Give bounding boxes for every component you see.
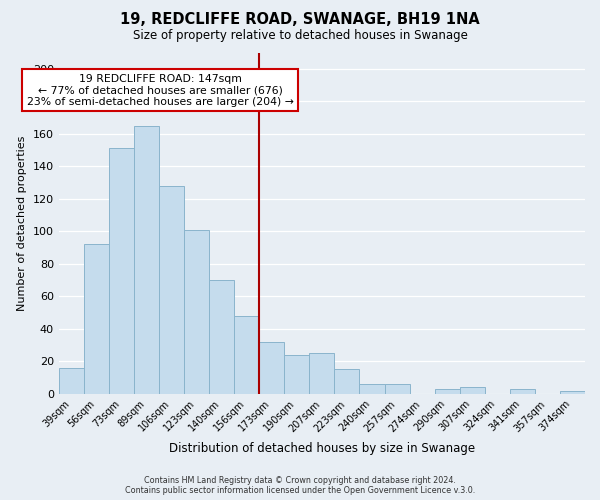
Bar [84, 244, 109, 394]
Bar [510, 389, 535, 394]
X-axis label: Distribution of detached houses by size in Swanage: Distribution of detached houses by size … [169, 442, 475, 455]
Bar [385, 384, 410, 394]
Bar [359, 384, 385, 394]
Bar [560, 390, 585, 394]
Bar [434, 389, 460, 394]
Text: Contains HM Land Registry data © Crown copyright and database right 2024.
Contai: Contains HM Land Registry data © Crown c… [125, 476, 475, 495]
Text: Size of property relative to detached houses in Swanage: Size of property relative to detached ho… [133, 29, 467, 42]
Bar [134, 126, 159, 394]
Bar [334, 370, 359, 394]
Bar [460, 388, 485, 394]
Bar [259, 342, 284, 394]
Bar [184, 230, 209, 394]
Text: 19, REDCLIFFE ROAD, SWANAGE, BH19 1NA: 19, REDCLIFFE ROAD, SWANAGE, BH19 1NA [120, 12, 480, 28]
Y-axis label: Number of detached properties: Number of detached properties [17, 136, 27, 311]
Bar [109, 148, 134, 394]
Bar [159, 186, 184, 394]
Text: 19 REDCLIFFE ROAD: 147sqm
← 77% of detached houses are smaller (676)
23% of semi: 19 REDCLIFFE ROAD: 147sqm ← 77% of detac… [27, 74, 293, 107]
Bar [59, 368, 84, 394]
Bar [284, 355, 310, 394]
Bar [234, 316, 259, 394]
Bar [310, 353, 334, 394]
Bar [209, 280, 234, 394]
